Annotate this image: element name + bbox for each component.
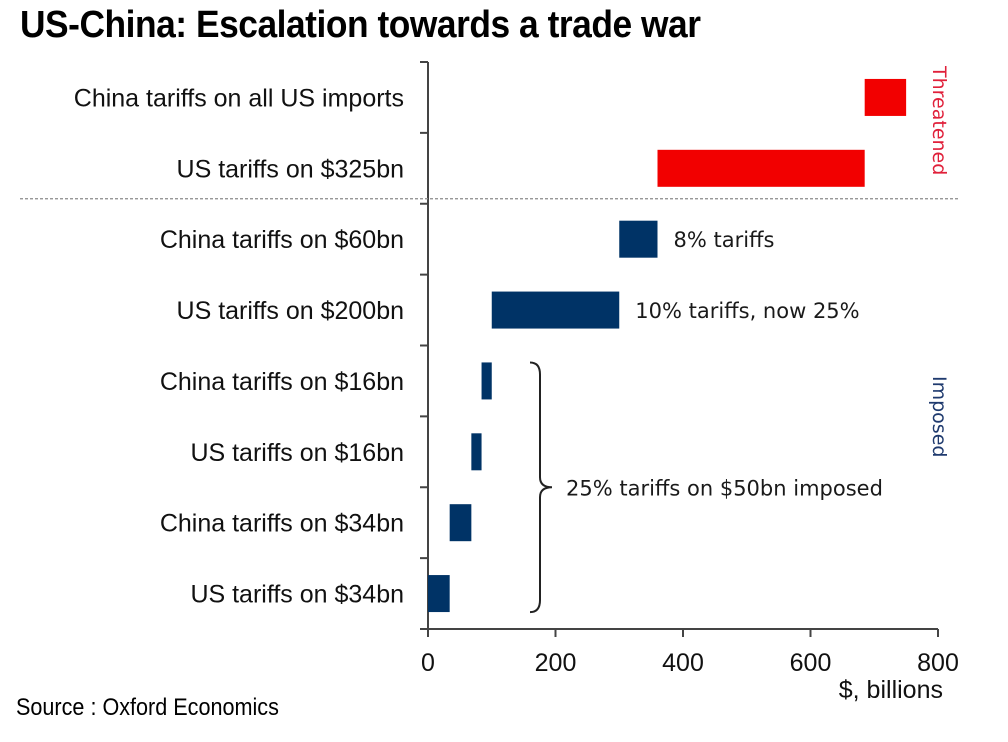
category-label: US tariffs on $34bn (190, 581, 404, 609)
group-label-threatened: Threatened (928, 65, 950, 175)
x-tick-label: 400 (662, 649, 704, 677)
annotation-label: 8% tariffs (674, 228, 775, 252)
annotation-label: 25% tariffs on $50bn imposed (566, 476, 883, 500)
bar-4 (481, 362, 492, 400)
x-tick-label: 0 (421, 649, 435, 677)
category-label: China tariffs on all US imports (74, 84, 404, 112)
chart-title: US-China: Escalation towards a trade war (20, 4, 701, 46)
category-label: US tariffs on $200bn (177, 297, 404, 325)
x-ticks: 0 200 400 600 800 (421, 629, 959, 677)
bars (428, 78, 907, 613)
bar-3 (491, 291, 620, 329)
category-label: China tariffs on $16bn (160, 368, 404, 396)
axes (20, 61, 960, 630)
x-axis-label: $, billions (839, 676, 943, 704)
category-label: China tariffs on $60bn (160, 226, 404, 254)
category-label: US tariffs on $325bn (177, 155, 404, 183)
category-label: China tariffs on $34bn (160, 510, 404, 538)
bar-2 (619, 220, 658, 258)
bar-6 (449, 504, 472, 542)
bar-7 (428, 575, 450, 613)
category-label: US tariffs on $16bn (190, 439, 404, 467)
x-tick-label: 600 (790, 649, 832, 677)
category-labels: China tariffs on all US imports US tariff… (74, 84, 404, 608)
x-tick-label: 800 (917, 649, 959, 677)
annotations: 8% tariffs 10% tariffs, now 25% 25% tariff… (529, 228, 883, 614)
bar-5 (471, 433, 482, 471)
brace (529, 361, 553, 614)
annotation-label: 10% tariffs, now 25% (635, 299, 859, 323)
source-note: Source : Oxford Economics (16, 694, 279, 721)
group-label-imposed: Imposed (928, 376, 950, 457)
x-tick-label: 200 (535, 649, 577, 677)
bar-0 (864, 78, 907, 116)
bar-1 (657, 149, 865, 187)
